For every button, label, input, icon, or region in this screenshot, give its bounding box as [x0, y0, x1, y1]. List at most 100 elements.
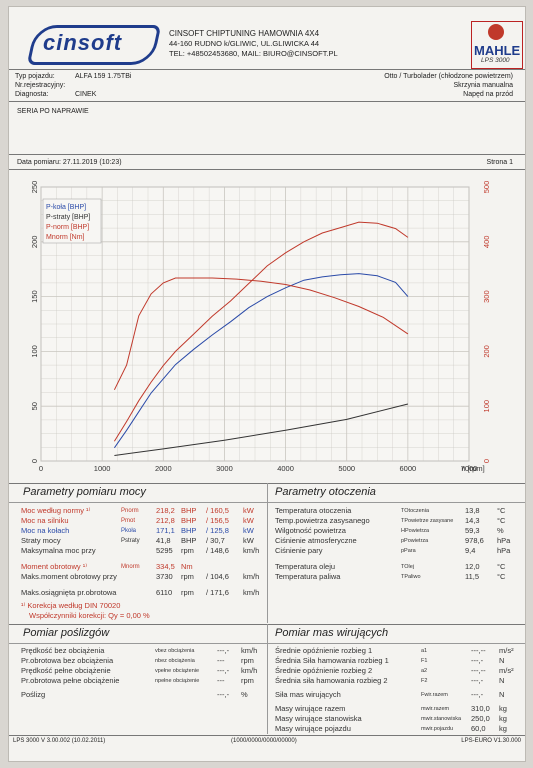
legend-entry: P-straty [BHP] [46, 214, 90, 221]
engine-type: Otto / Turbolader (chłodzone powietrzem) [384, 73, 513, 80]
table-row: Temperatura otoczenia TOtoczenia 13,8 °C [275, 506, 519, 516]
param-value-1: 218,2 [156, 506, 175, 515]
series-line-2 [113, 221, 409, 442]
mahle-emblem-icon [488, 24, 504, 40]
mass-label: Średnia siła hamowania rozbieg 2 [275, 676, 388, 685]
param-symbol: Pkoła [121, 528, 137, 534]
company-header: CINSOFT CHIPTUNING HAMOWNIA 4X4 44-160 R… [169, 29, 338, 59]
mass-label: Masy wirujące razem [275, 704, 346, 713]
env-unit: °C [497, 516, 506, 525]
param-unit-1: BHP [181, 506, 197, 515]
param-label: Maksymalna moc przy [21, 546, 96, 555]
mass-unit: kg [499, 724, 507, 733]
param-label: Moc na kołach [21, 526, 70, 535]
param-unit-1: rpm [181, 572, 194, 581]
cinsoft-logo: cinsoft [43, 30, 123, 55]
mass-symbol: mwir.pojazdu [421, 726, 454, 732]
table-row: Prędkość pełne obciążenie vpełne obciążen… [21, 666, 261, 676]
table-row: Poślizg ---,-% [21, 690, 261, 700]
table-row: Temp.powietrza zasysanego TPowietrze zasy… [275, 516, 519, 526]
env-value: 11,5 [465, 572, 480, 581]
slip-value: ---,- [217, 666, 230, 675]
y-right-tick-label: 0 [482, 459, 491, 463]
slip-label: Prędkość pełne obciążenie [21, 666, 111, 675]
slip-value: --- [217, 676, 225, 685]
y-right-tick-label: 500 [482, 181, 491, 194]
mass-unit: m/s² [499, 666, 514, 675]
param-value-1: 212,8 [156, 516, 175, 525]
env-unit: °C [497, 506, 506, 515]
company-contact: TEL: +48502453680, MAIL: BIURO@CINSOFT.P… [169, 49, 338, 58]
param-value-1: 6110 [156, 588, 173, 597]
env-label: Ciśnienie pary [275, 546, 323, 555]
y-left-tick-label: 200 [30, 236, 39, 249]
y-right-tick-label: 300 [482, 290, 491, 303]
slip-symbol: vbez obciążenia [155, 648, 195, 654]
mass-unit: kg [499, 704, 507, 713]
mass-symbol: mwir.stanowiska [421, 716, 462, 722]
mass-label: Siła mas wirujących [275, 690, 341, 699]
env-value: 59,3 [465, 526, 480, 535]
mass-value: 60,0 [471, 724, 486, 733]
param-unit-2: kW [243, 506, 254, 515]
slip-value: ---,- [217, 690, 230, 699]
power-params-table: Moc według normy ¹⁾ Pnorm 218,2 BHP / 160,5 k… [21, 506, 261, 621]
mahle-logo: MAHLE [474, 43, 521, 58]
table-row: Współczynniki korekcji: Qy = 0,00 % [21, 611, 261, 621]
param-value-1: 3730 [156, 572, 173, 581]
param-unit-2: km/h [243, 588, 260, 597]
env-unit: hPa [497, 536, 511, 545]
table-row: Moc na silniku Pmot 212,8 BHP / 156,5 kW [21, 516, 261, 526]
param-value-2: / 30,7 [206, 536, 225, 545]
table-row: Straty mocy Pstraty 41,8 BHP / 30,7 kW [21, 536, 261, 546]
param-unit-1: rpm [181, 546, 194, 555]
diagnostician-label: Diagnosta: [15, 91, 49, 98]
env-symbol: HPowietrza [401, 528, 430, 534]
mass-symbol: a1 [421, 648, 428, 654]
mass-unit: N [499, 690, 505, 699]
correction-note: ¹⁾ Korekcja według DIN 70020 [21, 601, 121, 610]
mass-unit: N [499, 676, 505, 685]
table-row: Masy wirujące razem mwir.razem 310,0 kg [275, 704, 519, 714]
y-left-tick-label: 100 [30, 345, 39, 358]
param-label: Moc na silniku [21, 516, 69, 525]
slip-symbol: vpełne obciążenie [155, 668, 200, 674]
diagnostician-value: CINEK [75, 91, 97, 98]
mass-value: 310,0 [471, 704, 490, 713]
mahle-logo-frame [471, 21, 523, 69]
env-symbol: TOlej [401, 564, 415, 570]
measurement-date: Data pomiaru: 27.11.2019 (10:23) [17, 159, 122, 166]
env-value: 12,0 [465, 562, 480, 571]
series-line-0 [113, 273, 409, 449]
table-row: Średnie opóźnienie rozbieg 2 a2 ---,-- m/s² [275, 666, 519, 676]
slip-label: Poślizg [21, 690, 46, 699]
mass-label: Średnie opóźnienie rozbieg 2 [275, 666, 373, 675]
table-row: Temperatura paliwa TPaliwo 11,5 °C [275, 572, 519, 582]
dyno-chart: 0 1000 2000 3000 4000 5000 6000 700005010015020… [30, 181, 491, 473]
mass-unit: N [499, 656, 505, 665]
company-name: CINSOFT CHIPTUNING HAMOWNIA 4X4 [169, 29, 320, 38]
env-label: Temperatura oleju [275, 562, 336, 571]
legend-entry: P-norm [BHP] [46, 224, 89, 231]
y-right-tick-label: 200 [482, 345, 491, 358]
mass-value: 250,0 [471, 714, 490, 723]
slip-unit: rpm [241, 676, 254, 685]
slip-title: Pomiar poślizgów [23, 627, 110, 639]
power-params-title: Parametry pomiaru mocy [23, 486, 146, 498]
mass-symbol: mwir.razem [421, 706, 450, 712]
mass-symbol: Fwir.razem [421, 692, 448, 698]
table-row: Średnie opóźnienie rozbieg 1 a1 ---,-- m/s² [275, 646, 519, 656]
env-unit: °C [497, 572, 506, 581]
table-row: Moc na kołach Pkoła 171,1 BHP / 125,8 kW [21, 526, 261, 536]
y-left-tick-label: 150 [30, 290, 39, 303]
param-unit-1: BHP [181, 536, 197, 545]
y-right-tick-label: 100 [482, 400, 491, 413]
slip-label: Prędkość bez obciążenia [21, 646, 105, 655]
y-left-tick-label: 50 [30, 402, 39, 410]
mass-symbol: F1 [421, 658, 428, 664]
legend-box [42, 198, 102, 244]
param-unit-1: rpm [181, 588, 194, 597]
slip-symbol: nbez obciążenia [155, 658, 195, 664]
env-unit: °C [497, 562, 506, 571]
vehicle-reg-label: Nr.rejestracyjny: [15, 82, 66, 89]
